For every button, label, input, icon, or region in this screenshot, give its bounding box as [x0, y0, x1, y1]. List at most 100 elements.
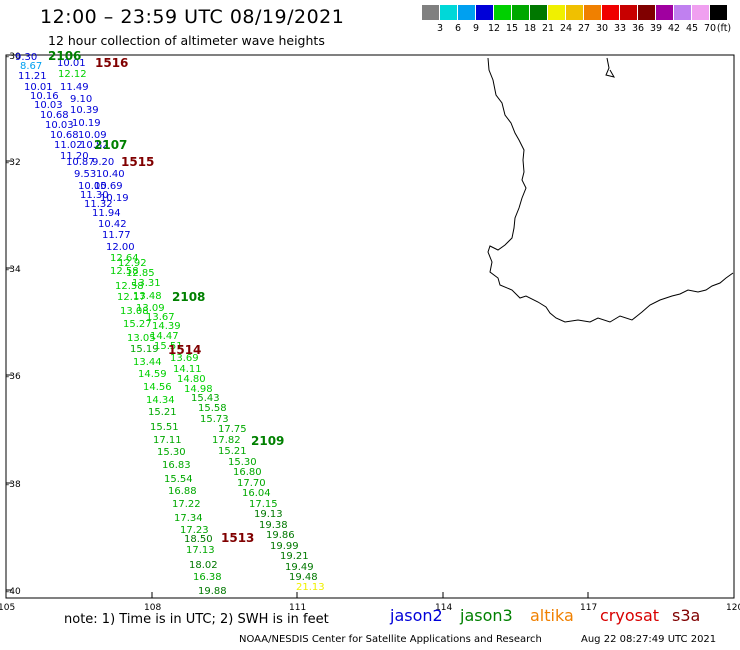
legend-swatch — [530, 5, 547, 20]
pass-label: 1515 — [121, 155, 154, 169]
pass-label: 1516 — [95, 56, 128, 70]
swh-measurement: 19.86 — [266, 530, 295, 541]
swh-measurement: 13.09 — [136, 303, 165, 314]
swh-measurement: 11.30 — [80, 190, 109, 201]
legend-swatch — [440, 5, 457, 20]
satellite-jason2: jason2 — [390, 606, 443, 625]
swh-measurement: 11.21 — [18, 71, 47, 82]
legend-swatch — [674, 5, 691, 20]
swh-measurement: 10.03 — [45, 120, 74, 131]
swh-measurement: 16.80 — [233, 467, 262, 478]
lat-label: -30 — [6, 52, 21, 62]
swh-measurement: 19.13 — [254, 509, 283, 520]
swh-measurement: 10.87 — [66, 157, 95, 168]
legend-label: 6 — [454, 23, 462, 34]
swh-measurement: 10.42 — [98, 219, 127, 230]
australia-coastline — [487, 57, 734, 323]
legend-swatch — [476, 5, 493, 20]
map-subtitle: 12 hour collection of altimeter wave hei… — [48, 33, 325, 48]
swh-measurement: 12.00 — [106, 242, 135, 253]
swh-measurement: 10.19 — [100, 193, 129, 204]
swh-measurement: 9.20 — [92, 157, 114, 168]
swh-measurement: 16.38 — [193, 572, 222, 583]
swh-measurement: 11.20 — [60, 151, 89, 162]
swh-measurement: 11.02 — [54, 140, 83, 151]
swh-measurement: 14.80 — [177, 374, 206, 385]
swh-measurement: 19.88 — [198, 586, 227, 597]
lon-label: 114 — [435, 603, 452, 613]
swh-measurement: 17.13 — [186, 545, 215, 556]
swh-measurement: 15.51 — [150, 422, 179, 433]
swh-measurement: 18.02 — [189, 560, 218, 571]
legend-label: 12 — [487, 23, 501, 34]
lat-label: -32 — [6, 158, 21, 168]
pass-label: 1513 — [221, 531, 254, 545]
swh-measurement: 17.82 — [212, 435, 241, 446]
swh-measurement: 15.51 — [154, 341, 183, 352]
pass-label: 2108 — [172, 290, 205, 304]
lon-label: 111 — [289, 603, 306, 613]
legend-label: 30 — [595, 23, 609, 34]
lat-label: -34 — [6, 265, 21, 275]
swh-measurement: 10.68 — [40, 110, 69, 121]
swh-measurement: 14.47 — [150, 331, 179, 342]
legend-swatch — [638, 5, 655, 20]
legend-swatch — [584, 5, 601, 20]
swh-measurement: 19.21 — [280, 551, 309, 562]
swh-measurement: 13.69 — [170, 353, 199, 364]
swh-measurement: 9.10 — [70, 94, 92, 105]
legend-swatch — [602, 5, 619, 20]
coastline — [487, 57, 734, 323]
legend-label: 36 — [631, 23, 645, 34]
legend-label: 39 — [649, 23, 663, 34]
swh-measurement: 17.15 — [249, 499, 278, 510]
pass-label: 2109 — [251, 434, 284, 448]
lat-label: -36 — [6, 372, 21, 382]
lon-label: 105 — [0, 603, 15, 613]
swh-measurement: 13.67 — [146, 312, 175, 323]
swh-measurement: 10.68 — [50, 130, 79, 141]
swh-measurement: 16.83 — [162, 460, 191, 471]
swh-measurement: 15.19 — [130, 344, 159, 355]
swh-measurement: 10.05 — [78, 181, 107, 192]
swh-measurement: 17.23 — [180, 525, 209, 536]
swh-measurement: 10.03 — [34, 100, 63, 111]
legend-label: 24 — [559, 23, 573, 34]
satellite-altika: altika — [530, 606, 574, 625]
legend-label: 21 — [541, 23, 555, 34]
pass-label: 2106 — [48, 49, 81, 63]
swh-measurement: 15.30 — [157, 447, 186, 458]
legend-swatch — [710, 5, 727, 20]
swh-measurement: 12.58 — [110, 266, 139, 277]
legend-label: 70 — [703, 23, 717, 34]
pass-label: 1514 — [168, 343, 201, 357]
lon-label: 117 — [580, 603, 597, 613]
swh-measurement: 14.39 — [152, 321, 181, 332]
swh-measurement: 10.16 — [30, 91, 59, 102]
lat-label: -40 — [6, 587, 21, 597]
swh-measurement: 9.30 — [15, 52, 37, 63]
legend-label: 3 — [436, 23, 444, 34]
swh-measurement: 15.27 — [123, 319, 152, 330]
swh-measurement: 12.12 — [58, 69, 87, 80]
satellite-s3a: s3a — [672, 606, 701, 625]
swh-measurement: 14.56 — [143, 382, 172, 393]
swh-measurement: 15.54 — [164, 474, 193, 485]
swh-measurement: 15.21 — [148, 407, 177, 418]
swh-measurement: 10.40 — [96, 169, 125, 180]
legend-swatch — [566, 5, 583, 20]
swh-measurement: 12.92 — [118, 258, 147, 269]
swh-measurement: 10.39 — [70, 105, 99, 116]
swh-measurement: 17.11 — [153, 435, 182, 446]
legend-label: 42 — [667, 23, 681, 34]
swh-measurement: 11.77 — [102, 230, 131, 241]
map-frame — [5, 54, 735, 599]
swh-measurement: 9.53 — [74, 169, 96, 180]
swh-measurement: 14.34 — [146, 395, 175, 406]
lon-label: 108 — [144, 603, 161, 613]
pass-label: 2107 — [94, 138, 127, 152]
swh-measurement: 12.64 — [110, 253, 139, 264]
swh-measurement: 15.73 — [200, 414, 229, 425]
